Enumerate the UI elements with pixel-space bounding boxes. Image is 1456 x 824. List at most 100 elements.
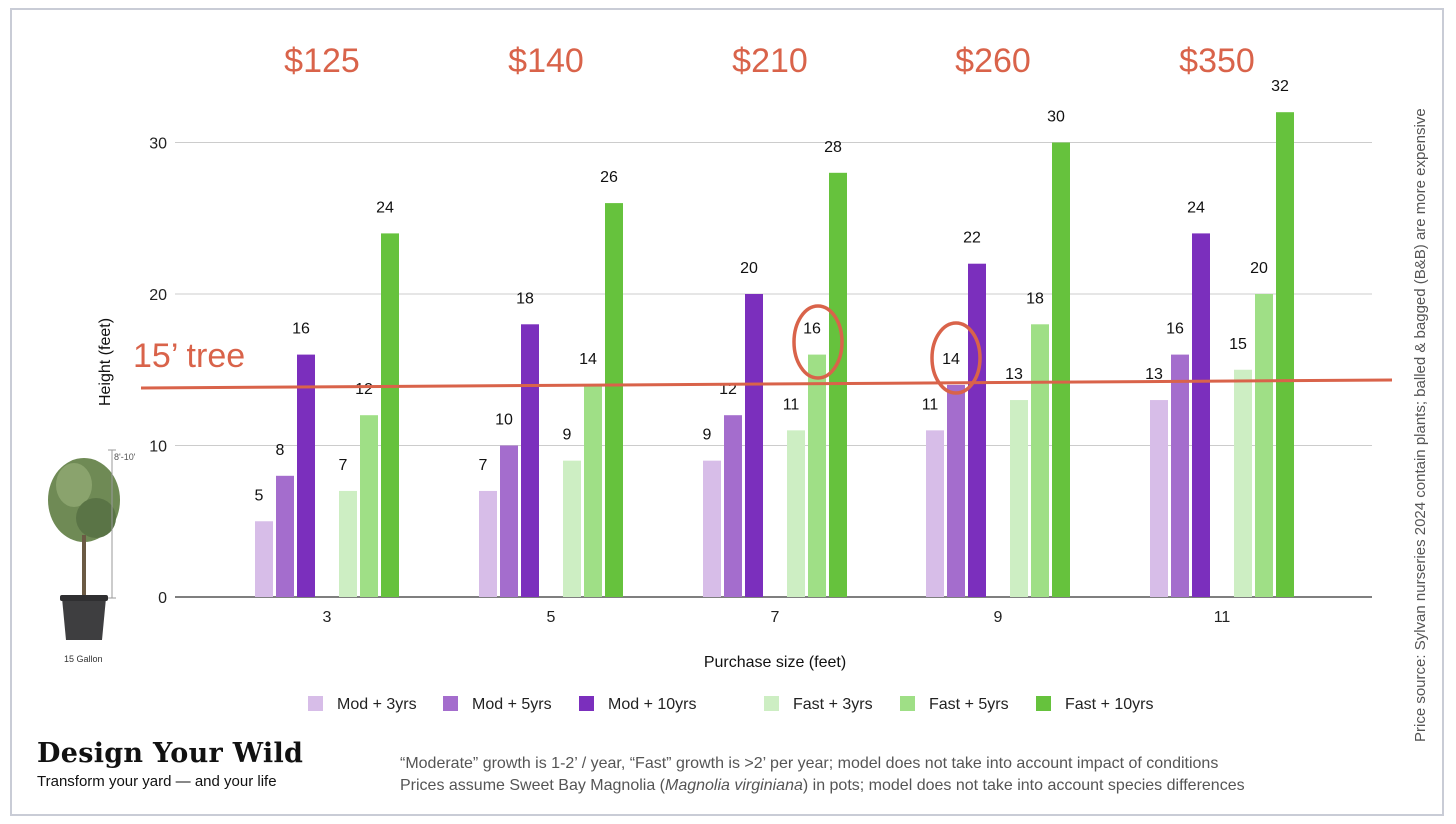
price-label: $125: [284, 42, 360, 80]
footnote-prices: Prices assume Sweet Bay Magnolia (Magnol…: [400, 777, 1245, 794]
y-tick-label: 10: [149, 439, 167, 456]
highlight-circle: [930, 321, 982, 395]
bar-value-label: 20: [1250, 260, 1268, 277]
bar-mod-10yrs-9: [968, 263, 986, 597]
tree-canopy-shadow: [76, 498, 116, 538]
legend-swatch: [900, 696, 915, 711]
tree-pot-rim: [60, 595, 108, 601]
legend-label: Fast + 3yrs: [793, 696, 873, 713]
bar-value-label: 13: [1145, 366, 1163, 383]
x-tick-label: 3: [323, 609, 332, 626]
bar-value-label: 15: [1229, 336, 1247, 353]
highlight-circle: [792, 304, 844, 380]
bar-value-label: 11: [922, 396, 939, 413]
bar-mod-3yrs-3: [255, 521, 273, 597]
bar-value-label: 18: [516, 290, 534, 307]
bar-mod-5yrs-7: [724, 415, 742, 597]
bar-mod-10yrs-3: [297, 354, 315, 597]
bar-mod-3yrs-5: [479, 490, 497, 597]
bar-fast-3yrs-5: [563, 460, 581, 597]
bar-value-label: 10: [495, 412, 513, 429]
y-tick-label: 30: [149, 136, 167, 153]
bar-value-label: 26: [600, 169, 618, 186]
bar-value-label: 12: [355, 381, 373, 398]
legend-label: Mod + 10yrs: [608, 696, 696, 713]
potted-tree-image: 8'-10' 15 Gallon: [48, 449, 136, 664]
tree-height-label: 8'-10': [114, 452, 136, 462]
bar-mod-3yrs-11: [1150, 400, 1168, 597]
bar-value-label: 32: [1271, 78, 1289, 95]
bar-value-label: 9: [563, 427, 572, 444]
legend-label: Mod + 5yrs: [472, 696, 552, 713]
x-tick-label: 5: [547, 609, 556, 626]
price-source-note: Price source: Sylvan nurseries 2024 cont…: [1412, 108, 1429, 742]
footnotes: “Moderate” growth is 1-2’ / year, “Fast”…: [400, 753, 1245, 797]
bar-fast-3yrs-11: [1234, 369, 1252, 597]
tree-canopy-highlight: [56, 463, 92, 507]
legend-label: Fast + 5yrs: [929, 696, 1009, 713]
bar-mod-5yrs-11: [1171, 354, 1189, 597]
bar-fast-10yrs-9: [1052, 142, 1070, 597]
bar-fast-3yrs-3: [339, 490, 357, 597]
bar-value-label: 28: [824, 139, 842, 156]
bar-value-label: 16: [1166, 321, 1184, 338]
bar-fast-3yrs-7: [787, 430, 805, 597]
tree-caption: 15 Gallon: [64, 654, 103, 664]
legend-swatch: [443, 696, 458, 711]
footnote-growth: “Moderate” growth is 1-2’ / year, “Fast”…: [400, 755, 1219, 772]
bar-value-label: 13: [1005, 366, 1023, 383]
x-tick-label: 9: [994, 609, 1003, 626]
bar-value-label: 24: [376, 199, 394, 216]
legend-swatch: [764, 696, 779, 711]
bar-value-label: 14: [942, 351, 960, 368]
bar-value-label: 8: [276, 442, 285, 459]
bar-mod-3yrs-9: [926, 430, 944, 597]
bar-value-label: 11: [783, 396, 800, 413]
y-axis-label: Height (feet): [97, 318, 114, 406]
legend-swatch: [579, 696, 594, 711]
bar-fast-5yrs-7: [808, 354, 826, 597]
price-label: $140: [508, 42, 584, 80]
bar-value-label: 7: [339, 457, 348, 474]
tree-trunk: [82, 535, 86, 600]
bar-value-label: 5: [255, 487, 264, 504]
price-label: $350: [1179, 42, 1255, 80]
bar-mod-3yrs-7: [703, 460, 721, 597]
y-tick-label: 0: [158, 590, 167, 607]
price-label: $210: [732, 42, 808, 80]
x-tick-label: 7: [771, 609, 780, 626]
bar-value-label: 22: [963, 230, 981, 247]
bar-fast-5yrs-11: [1255, 294, 1273, 597]
bar-value-label: 18: [1026, 290, 1044, 307]
bar-value-label: 9: [703, 427, 712, 444]
bar-mod-10yrs-5: [521, 324, 539, 597]
bar-value-label: 7: [479, 457, 488, 474]
bar-value-label: 16: [292, 321, 310, 338]
brand-tagline: Transform your yard — and your life: [37, 773, 277, 790]
bar-value-label: 14: [579, 351, 597, 368]
legend-label: Mod + 3yrs: [337, 696, 417, 713]
bar-mod-5yrs-9: [947, 384, 965, 597]
reference-line-15ft: [140, 378, 1393, 390]
x-tick-label: 11: [1214, 609, 1231, 626]
bar-value-label: 24: [1187, 199, 1205, 216]
bar-fast-5yrs-5: [584, 384, 602, 597]
bar-value-label: 30: [1047, 109, 1065, 126]
legend-swatch: [1036, 696, 1051, 711]
brand-title: Design Your Wild: [37, 738, 304, 769]
bar-mod-10yrs-11: [1192, 233, 1210, 597]
bar-fast-10yrs-11: [1276, 112, 1294, 597]
reference-line-label: 15’ tree: [133, 337, 245, 375]
y-tick-label: 20: [149, 287, 167, 304]
bar-fast-10yrs-5: [605, 203, 623, 597]
legend-swatch: [308, 696, 323, 711]
bar-value-label: 20: [740, 260, 758, 277]
x-axis-label: Purchase size (feet): [704, 654, 846, 671]
slide-frame: [10, 8, 1444, 816]
species-name: Magnolia virginiana: [665, 777, 803, 794]
price-label: $260: [955, 42, 1031, 80]
bar-mod-5yrs-3: [276, 475, 294, 597]
bar-value-label: 16: [803, 321, 821, 338]
legend-label: Fast + 10yrs: [1065, 696, 1153, 713]
